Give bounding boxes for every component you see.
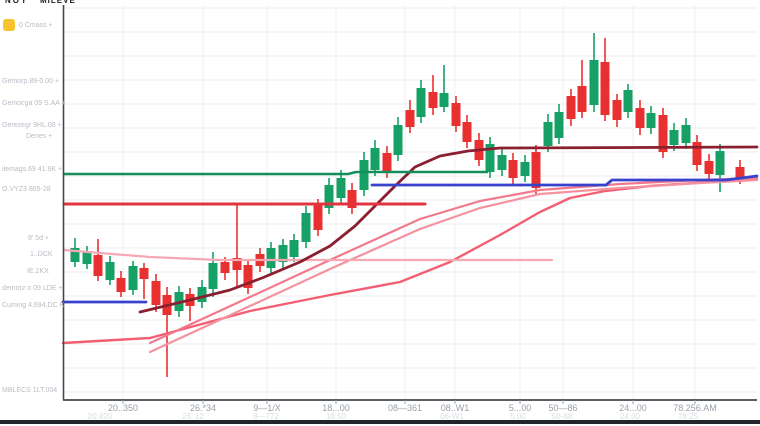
- x-axis-ghost-label: 24:00: [619, 412, 641, 421]
- watchlist-item[interactable]: demorz o 09 LDE +: [2, 285, 63, 292]
- x-axis-ghost-label: 20:420: [87, 412, 113, 421]
- watchlist-panel: 0 Cmass + Gemorp.89-0.00 + Gemocga 09 S.A…: [0, 0, 66, 420]
- candle-body: [428, 92, 438, 108]
- watchlist-item[interactable]: IE.2KX: [27, 268, 49, 275]
- candle-body: [462, 122, 472, 142]
- ma-pink-horizontal: [62, 248, 554, 262]
- candle-body: [220, 262, 230, 273]
- candle-body: [266, 248, 276, 268]
- candle-body: [370, 148, 380, 170]
- candle-body: [116, 278, 126, 292]
- candle-body: [289, 240, 299, 257]
- x-axis-ghost-label: 26' 12: [182, 412, 204, 421]
- window-title-fragment-left: NOY: [5, 0, 29, 5]
- watchlist-header[interactable]: 0 Cmass +: [3, 19, 53, 31]
- candle-body: [151, 281, 161, 305]
- candle-body: [82, 251, 92, 264]
- watchlist-item[interactable]: 1..DCK: [30, 251, 53, 258]
- candle-body: [681, 125, 691, 143]
- x-axis-label: 78.256.AM: [673, 403, 717, 413]
- watchlist-item[interactable]: Gerezegr 9HL.08 +: [2, 122, 62, 129]
- candle-body: [704, 161, 714, 174]
- candle-body: [600, 62, 610, 115]
- level-line-blue-right: [370, 174, 759, 187]
- x-axis-label: 20..350: [107, 403, 139, 413]
- x-axis-ghost-label: 50-88: [551, 412, 573, 421]
- watchlist-item[interactable]: ilemags.69 41.9K +: [2, 166, 63, 173]
- top-bar: NOY MILEVE: [0, 0, 760, 5]
- candle-body: [382, 153, 392, 172]
- x-axis-label: 08—361: [387, 403, 423, 413]
- x-axis-ghost-label: 8—772: [253, 412, 279, 421]
- candle-body: [692, 142, 702, 165]
- candle-body: [128, 266, 138, 290]
- candle-body: [208, 263, 218, 289]
- watchlist-item[interactable]: Denes +: [26, 133, 53, 140]
- x-axis-label: 24...00: [619, 403, 647, 413]
- candle-body: [139, 268, 149, 279]
- candle-body: [497, 155, 507, 170]
- candle-body: [577, 86, 587, 112]
- candle-body: [646, 113, 656, 128]
- x-axis-ghost-label: 78:25: [677, 412, 699, 421]
- watchlist-item[interactable]: O.VYZ3 865-28: [2, 186, 51, 193]
- candle-body: [359, 160, 369, 190]
- candle-body: [105, 262, 115, 280]
- watchlist-header-label: 0 Cmass +: [19, 21, 53, 29]
- candle-body: [635, 108, 645, 128]
- watchlist-item[interactable]: Gemorp.89-0.00 +: [2, 78, 60, 85]
- candle-body: [416, 88, 426, 117]
- candle-body: [508, 160, 518, 178]
- candle-body: [623, 90, 633, 112]
- watchlist-item[interactable]: Cuming 4,694,DC K: [2, 302, 65, 309]
- candle-body: [531, 152, 541, 188]
- candle-body: [336, 178, 346, 198]
- bottom-bar: [0, 420, 760, 424]
- level-line-green: [62, 170, 489, 176]
- x-axis-ghost-label: 06-W1: [440, 412, 464, 421]
- candle-body: [313, 205, 323, 230]
- watchlist-item[interactable]: 9' 5d +: [28, 235, 49, 242]
- candle-body: [485, 144, 495, 172]
- candle-body: [612, 100, 622, 120]
- window-title-fragment-right: MILEVE: [40, 0, 76, 5]
- x-axis-label: 26.*34: [189, 403, 217, 413]
- candle-body: [566, 96, 576, 119]
- candle-body: [658, 115, 668, 152]
- ma-maroon: [138, 145, 759, 314]
- candle-body: [93, 255, 103, 276]
- candle-body: [669, 130, 679, 145]
- candle-body: [70, 248, 80, 262]
- candle-body: [243, 265, 253, 288]
- x-axis-ghost-label: 5:00: [510, 412, 526, 421]
- candle-body: [554, 112, 564, 138]
- candle-body: [589, 60, 599, 105]
- candle-body: [393, 125, 403, 155]
- candle-body: [347, 190, 357, 208]
- candle-body: [520, 162, 530, 176]
- yellow-square-icon: [3, 19, 15, 31]
- candle-body: [735, 167, 745, 178]
- candle-body: [439, 93, 449, 107]
- watchlist-item[interactable]: MBLECS 1LT.004: [2, 387, 58, 394]
- watchlist-item[interactable]: Gemocga 09 S.AA +: [2, 100, 66, 107]
- candle-body: [324, 185, 334, 208]
- candle-body: [451, 103, 461, 126]
- candle-body: [301, 213, 311, 242]
- x-axis-label: 18...00: [322, 403, 350, 413]
- x-axis-label: 50—86: [548, 403, 578, 413]
- x-axis-ghost-label: 18:50: [325, 412, 347, 421]
- x-axis-label: 08..W1: [440, 403, 470, 413]
- candle-body: [405, 110, 415, 127]
- candle-body: [197, 287, 207, 302]
- x-axis-label: 5...00: [508, 403, 532, 413]
- candle-body: [543, 122, 553, 146]
- candle-body: [278, 245, 288, 262]
- x-axis-label: 9—1/X: [253, 403, 281, 413]
- ma-pink-diag-2: [148, 178, 759, 354]
- candle-body: [232, 258, 242, 270]
- candle-body: [715, 151, 725, 175]
